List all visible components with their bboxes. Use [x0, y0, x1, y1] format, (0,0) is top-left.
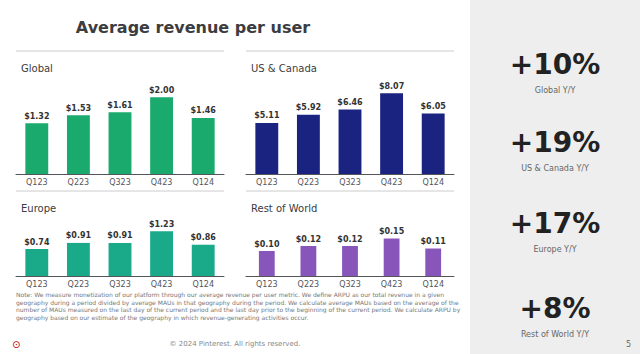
svg-text:Europe: Europe [21, 203, 56, 214]
svg-text:$1.46: $1.46 [191, 106, 217, 115]
svg-text:Q423: Q423 [381, 280, 403, 289]
svg-text:US & Canada Y/Y: US & Canada Y/Y [521, 164, 589, 173]
svg-text:$0.10: $0.10 [254, 240, 280, 249]
svg-text:$0.12: $0.12 [296, 235, 321, 244]
svg-text:Europe Y/Y: Europe Y/Y [533, 245, 576, 254]
svg-text:Q223: Q223 [68, 280, 90, 289]
svg-text:Q124: Q124 [422, 178, 444, 187]
svg-text:Global Y/Y: Global Y/Y [535, 86, 576, 95]
svg-text:$0.15: $0.15 [379, 227, 405, 236]
svg-text:Q423: Q423 [151, 280, 173, 289]
svg-text:Rest of World: Rest of World [251, 203, 317, 214]
svg-text:Q123: Q123 [256, 280, 278, 289]
svg-text:$0.91: $0.91 [66, 231, 92, 240]
svg-text:Rest of World Y/Y: Rest of World Y/Y [521, 330, 589, 339]
svg-text:$2.00: $2.00 [149, 86, 175, 95]
svg-text:Q124: Q124 [192, 280, 214, 289]
svg-text:Average revenue per user: Average revenue per user [76, 18, 310, 37]
svg-text:$1.23: $1.23 [149, 220, 174, 229]
svg-text:Global: Global [21, 63, 53, 74]
svg-text:+17%: +17% [510, 207, 600, 240]
svg-text:Q323: Q323 [339, 178, 361, 187]
svg-text:$8.07: $8.07 [379, 82, 404, 91]
svg-text:$1.32: $1.32 [24, 112, 49, 121]
svg-text:Q323: Q323 [109, 178, 131, 187]
svg-text:⊙: ⊙ [12, 339, 20, 350]
svg-text:$0.11: $0.11 [421, 237, 447, 246]
svg-text:Q423: Q423 [151, 178, 173, 187]
svg-text:geography based on our estimat: geography based on our estimate of the g… [16, 314, 308, 322]
svg-text:+19%: +19% [510, 126, 600, 159]
svg-text:US & Canada: US & Canada [251, 63, 317, 74]
svg-text:number of MAUs measured on the: number of MAUs measured on the last day … [16, 306, 463, 314]
svg-text:geography during a period divi: geography during a period divided by ave… [16, 298, 461, 306]
svg-text:$6.46: $6.46 [337, 98, 363, 107]
svg-text:© 2024 Pinterest. All rights r: © 2024 Pinterest. All rights reserved. [170, 340, 301, 348]
svg-text:+10%: +10% [510, 48, 600, 81]
svg-text:Q124: Q124 [192, 178, 214, 187]
svg-text:Q423: Q423 [381, 178, 403, 187]
svg-text:Q323: Q323 [339, 280, 361, 289]
svg-text:Q123: Q123 [26, 280, 48, 289]
svg-text:$1.53: $1.53 [66, 104, 91, 113]
svg-text:Q223: Q223 [298, 178, 320, 187]
svg-text:Q323: Q323 [109, 280, 131, 289]
svg-text:$0.74: $0.74 [24, 238, 50, 247]
svg-text:$5.92: $5.92 [296, 103, 321, 112]
svg-text:$0.86: $0.86 [191, 233, 217, 242]
svg-text:Q124: Q124 [422, 280, 444, 289]
svg-text:$1.61: $1.61 [107, 101, 133, 110]
svg-text:Q223: Q223 [298, 280, 320, 289]
svg-text:$6.05: $6.05 [421, 102, 447, 111]
svg-text:$0.12: $0.12 [337, 235, 362, 244]
svg-text:Note: We measure monetization: Note: We measure monetization of our pla… [16, 291, 446, 299]
svg-text:Q123: Q123 [26, 178, 48, 187]
svg-text:$0.91: $0.91 [107, 231, 133, 240]
svg-text:5: 5 [626, 340, 631, 349]
svg-text:+8%: +8% [520, 292, 591, 325]
svg-text:Q123: Q123 [256, 178, 278, 187]
svg-text:$5.11: $5.11 [254, 111, 280, 120]
svg-text:Q223: Q223 [68, 178, 90, 187]
